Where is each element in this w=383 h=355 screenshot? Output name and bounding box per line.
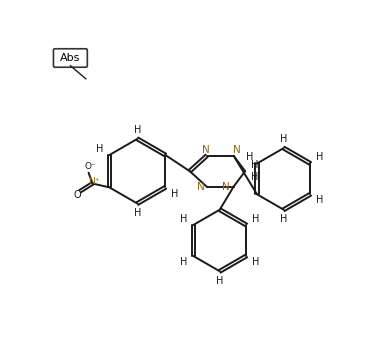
Text: Abs: Abs [60, 53, 80, 63]
Text: H: H [251, 160, 258, 170]
Text: H: H [171, 189, 178, 198]
Text: N: N [233, 144, 241, 155]
Text: H: H [316, 196, 323, 206]
Text: H: H [316, 152, 323, 162]
Text: O⁻: O⁻ [84, 162, 96, 171]
Text: H: H [280, 134, 287, 144]
Text: H: H [216, 275, 223, 285]
Text: H: H [252, 214, 259, 224]
FancyBboxPatch shape [54, 49, 87, 67]
Text: N⁺: N⁺ [88, 178, 100, 186]
Text: H: H [134, 208, 141, 218]
Text: N: N [202, 144, 210, 155]
Text: H: H [280, 214, 287, 224]
Text: N: N [196, 182, 205, 192]
Text: H: H [180, 214, 188, 224]
Text: H: H [252, 257, 259, 267]
Text: N·: N· [222, 182, 233, 192]
Text: H: H [180, 257, 188, 267]
Text: H: H [97, 144, 104, 154]
Text: H: H [251, 172, 258, 182]
Text: H: H [134, 125, 141, 135]
Text: O: O [73, 190, 81, 200]
Text: H: H [246, 152, 253, 162]
